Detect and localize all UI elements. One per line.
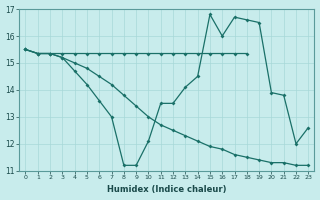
X-axis label: Humidex (Indice chaleur): Humidex (Indice chaleur) <box>107 185 227 194</box>
